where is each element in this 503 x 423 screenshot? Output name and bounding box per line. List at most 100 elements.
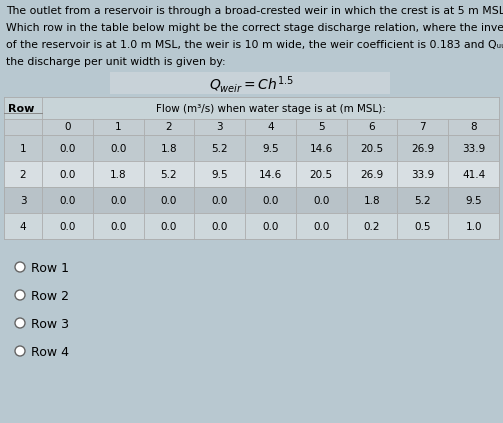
Text: 6: 6 bbox=[369, 123, 375, 132]
Text: 0.0: 0.0 bbox=[110, 195, 126, 206]
FancyBboxPatch shape bbox=[397, 187, 448, 213]
Text: 0.0: 0.0 bbox=[59, 143, 75, 154]
Text: 4: 4 bbox=[267, 123, 274, 132]
Text: 3: 3 bbox=[20, 195, 26, 206]
Text: 4: 4 bbox=[20, 222, 26, 231]
Text: 8: 8 bbox=[470, 123, 477, 132]
Circle shape bbox=[15, 262, 25, 272]
Text: 1.0: 1.0 bbox=[465, 222, 482, 231]
FancyBboxPatch shape bbox=[347, 213, 397, 239]
Text: 0.0: 0.0 bbox=[59, 170, 75, 179]
FancyBboxPatch shape bbox=[194, 119, 245, 135]
FancyBboxPatch shape bbox=[397, 213, 448, 239]
Text: 5.2: 5.2 bbox=[160, 170, 177, 179]
Text: Row 4: Row 4 bbox=[31, 346, 69, 359]
Text: 5.2: 5.2 bbox=[211, 143, 228, 154]
FancyBboxPatch shape bbox=[397, 161, 448, 187]
FancyBboxPatch shape bbox=[4, 213, 42, 239]
FancyBboxPatch shape bbox=[448, 187, 499, 213]
Text: Row 3: Row 3 bbox=[31, 318, 69, 330]
FancyBboxPatch shape bbox=[245, 161, 296, 187]
Text: 0.0: 0.0 bbox=[161, 195, 177, 206]
Text: 0.2: 0.2 bbox=[364, 222, 380, 231]
FancyBboxPatch shape bbox=[93, 135, 143, 161]
Circle shape bbox=[15, 346, 25, 356]
Text: 0.0: 0.0 bbox=[161, 222, 177, 231]
Text: 14.6: 14.6 bbox=[259, 170, 282, 179]
Text: 26.9: 26.9 bbox=[411, 143, 435, 154]
FancyBboxPatch shape bbox=[4, 135, 42, 161]
Text: 2: 2 bbox=[20, 170, 26, 179]
Text: 0.0: 0.0 bbox=[262, 195, 279, 206]
Text: the discharge per unit width is given by:: the discharge per unit width is given by… bbox=[6, 57, 226, 67]
FancyBboxPatch shape bbox=[347, 119, 397, 135]
Text: 0.0: 0.0 bbox=[59, 195, 75, 206]
FancyBboxPatch shape bbox=[110, 72, 390, 94]
Text: 7: 7 bbox=[420, 123, 426, 132]
Text: 1.8: 1.8 bbox=[160, 143, 177, 154]
FancyBboxPatch shape bbox=[93, 187, 143, 213]
FancyBboxPatch shape bbox=[296, 119, 347, 135]
Text: 1.8: 1.8 bbox=[364, 195, 380, 206]
Text: 14.6: 14.6 bbox=[310, 143, 333, 154]
FancyBboxPatch shape bbox=[42, 97, 499, 119]
FancyBboxPatch shape bbox=[194, 213, 245, 239]
FancyBboxPatch shape bbox=[143, 213, 194, 239]
Text: 9.5: 9.5 bbox=[262, 143, 279, 154]
FancyBboxPatch shape bbox=[448, 161, 499, 187]
Text: 1: 1 bbox=[20, 143, 26, 154]
Text: 20.5: 20.5 bbox=[361, 143, 384, 154]
Text: Row 1: Row 1 bbox=[31, 261, 69, 275]
Text: 33.9: 33.9 bbox=[462, 143, 485, 154]
Text: The outlet from a reservoir is through a broad-crested weir in which the crest i: The outlet from a reservoir is through a… bbox=[6, 6, 503, 16]
FancyBboxPatch shape bbox=[296, 213, 347, 239]
FancyBboxPatch shape bbox=[245, 187, 296, 213]
FancyBboxPatch shape bbox=[143, 119, 194, 135]
FancyBboxPatch shape bbox=[194, 187, 245, 213]
Text: 0.0: 0.0 bbox=[313, 195, 329, 206]
FancyBboxPatch shape bbox=[4, 97, 42, 119]
FancyBboxPatch shape bbox=[194, 135, 245, 161]
Text: 5.2: 5.2 bbox=[414, 195, 431, 206]
Text: 0: 0 bbox=[64, 123, 70, 132]
FancyBboxPatch shape bbox=[4, 119, 42, 135]
Circle shape bbox=[15, 318, 25, 328]
FancyBboxPatch shape bbox=[143, 161, 194, 187]
Text: 3: 3 bbox=[216, 123, 223, 132]
FancyBboxPatch shape bbox=[4, 161, 42, 187]
Text: 0.0: 0.0 bbox=[212, 195, 228, 206]
Text: 0.0: 0.0 bbox=[212, 222, 228, 231]
Text: 20.5: 20.5 bbox=[310, 170, 333, 179]
Text: 1: 1 bbox=[115, 123, 122, 132]
FancyBboxPatch shape bbox=[93, 161, 143, 187]
Text: 26.9: 26.9 bbox=[361, 170, 384, 179]
Text: 5: 5 bbox=[318, 123, 324, 132]
Text: 1.8: 1.8 bbox=[110, 170, 126, 179]
Text: Flow (m³/s) when water stage is at (m MSL):: Flow (m³/s) when water stage is at (m MS… bbox=[155, 104, 385, 113]
FancyBboxPatch shape bbox=[194, 161, 245, 187]
FancyBboxPatch shape bbox=[448, 135, 499, 161]
FancyBboxPatch shape bbox=[93, 119, 143, 135]
FancyBboxPatch shape bbox=[42, 119, 93, 135]
FancyBboxPatch shape bbox=[245, 135, 296, 161]
FancyBboxPatch shape bbox=[42, 213, 93, 239]
FancyBboxPatch shape bbox=[397, 135, 448, 161]
FancyBboxPatch shape bbox=[347, 161, 397, 187]
Text: 0.0: 0.0 bbox=[262, 222, 279, 231]
FancyBboxPatch shape bbox=[296, 187, 347, 213]
Circle shape bbox=[15, 290, 25, 300]
Text: 0.0: 0.0 bbox=[313, 222, 329, 231]
FancyBboxPatch shape bbox=[4, 187, 42, 213]
FancyBboxPatch shape bbox=[93, 213, 143, 239]
Text: 0.0: 0.0 bbox=[110, 143, 126, 154]
Text: 2: 2 bbox=[165, 123, 172, 132]
FancyBboxPatch shape bbox=[296, 135, 347, 161]
Text: 0.0: 0.0 bbox=[59, 222, 75, 231]
FancyBboxPatch shape bbox=[347, 187, 397, 213]
FancyBboxPatch shape bbox=[42, 135, 93, 161]
FancyBboxPatch shape bbox=[42, 161, 93, 187]
Text: 33.9: 33.9 bbox=[411, 170, 435, 179]
Text: 41.4: 41.4 bbox=[462, 170, 485, 179]
Text: 9.5: 9.5 bbox=[211, 170, 228, 179]
Text: Row: Row bbox=[8, 104, 34, 113]
